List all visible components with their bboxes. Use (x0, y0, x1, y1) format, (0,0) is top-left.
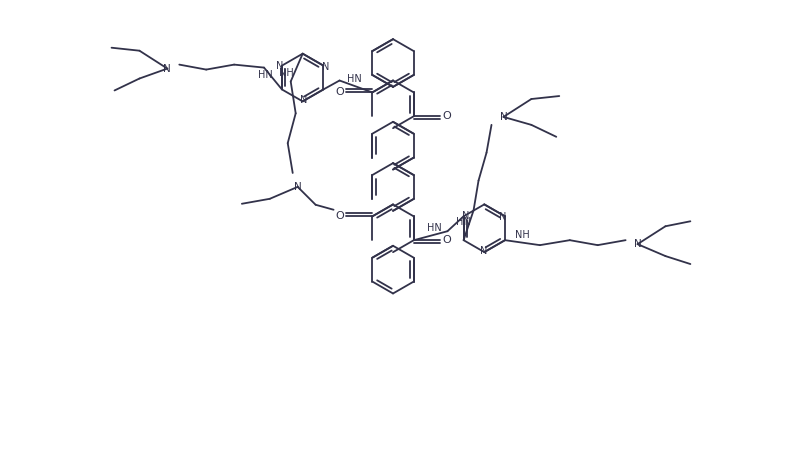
Text: NH: NH (279, 67, 294, 78)
Text: HN: HN (257, 70, 272, 80)
Text: N: N (164, 64, 171, 73)
Text: N: N (633, 239, 641, 249)
Text: HN: HN (346, 73, 361, 84)
Text: N: N (322, 61, 329, 72)
Text: N: N (461, 211, 468, 221)
Text: N: N (499, 112, 507, 122)
Text: N: N (479, 246, 486, 256)
Text: N: N (294, 182, 302, 192)
Text: N: N (276, 60, 283, 71)
Text: O: O (442, 235, 451, 245)
Text: N: N (499, 213, 506, 222)
Text: O: O (334, 212, 343, 221)
Text: O: O (334, 87, 343, 97)
Text: HN: HN (427, 223, 441, 233)
Text: N: N (300, 95, 307, 106)
Text: O: O (442, 111, 451, 121)
Text: HN: HN (456, 217, 471, 227)
Text: NH: NH (514, 230, 529, 239)
